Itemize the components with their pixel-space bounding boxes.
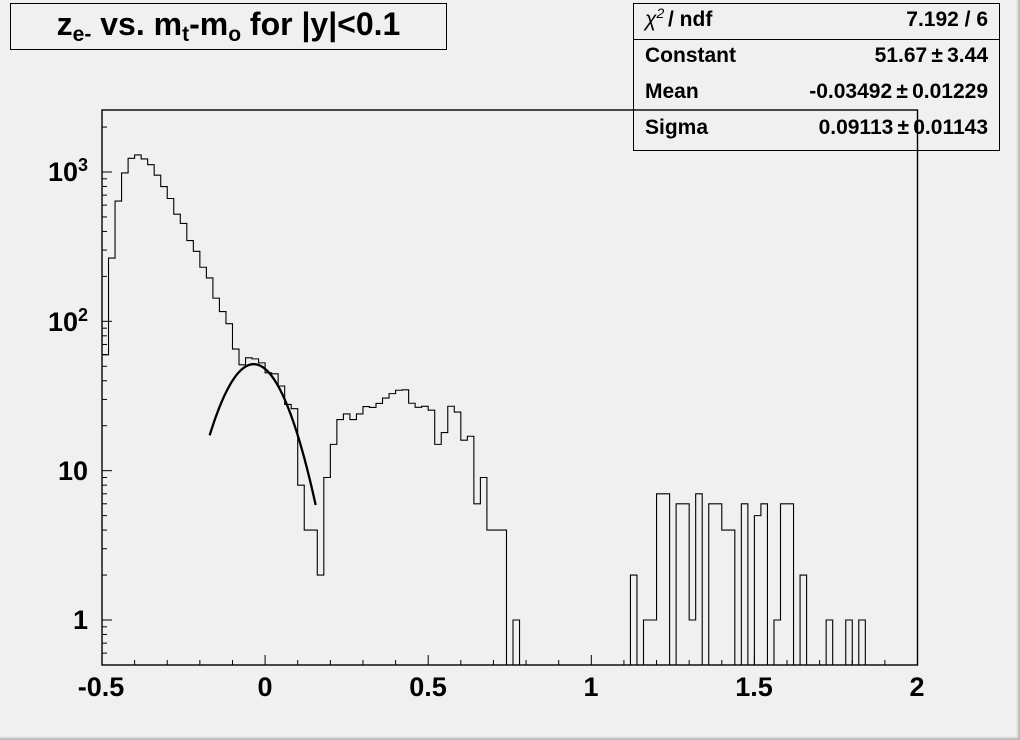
svg-text:2: 2 <box>909 672 924 702</box>
svg-text:-0.5: -0.5 <box>78 672 125 702</box>
svg-text:1: 1 <box>73 605 88 635</box>
svg-text:0.5: 0.5 <box>409 672 447 702</box>
svg-text:1: 1 <box>583 672 598 702</box>
svg-text:1.5: 1.5 <box>735 672 773 702</box>
svg-text:10: 10 <box>58 456 88 486</box>
svg-text:0: 0 <box>257 672 272 702</box>
svg-text:102: 102 <box>48 305 88 337</box>
svg-text:103: 103 <box>48 155 88 187</box>
